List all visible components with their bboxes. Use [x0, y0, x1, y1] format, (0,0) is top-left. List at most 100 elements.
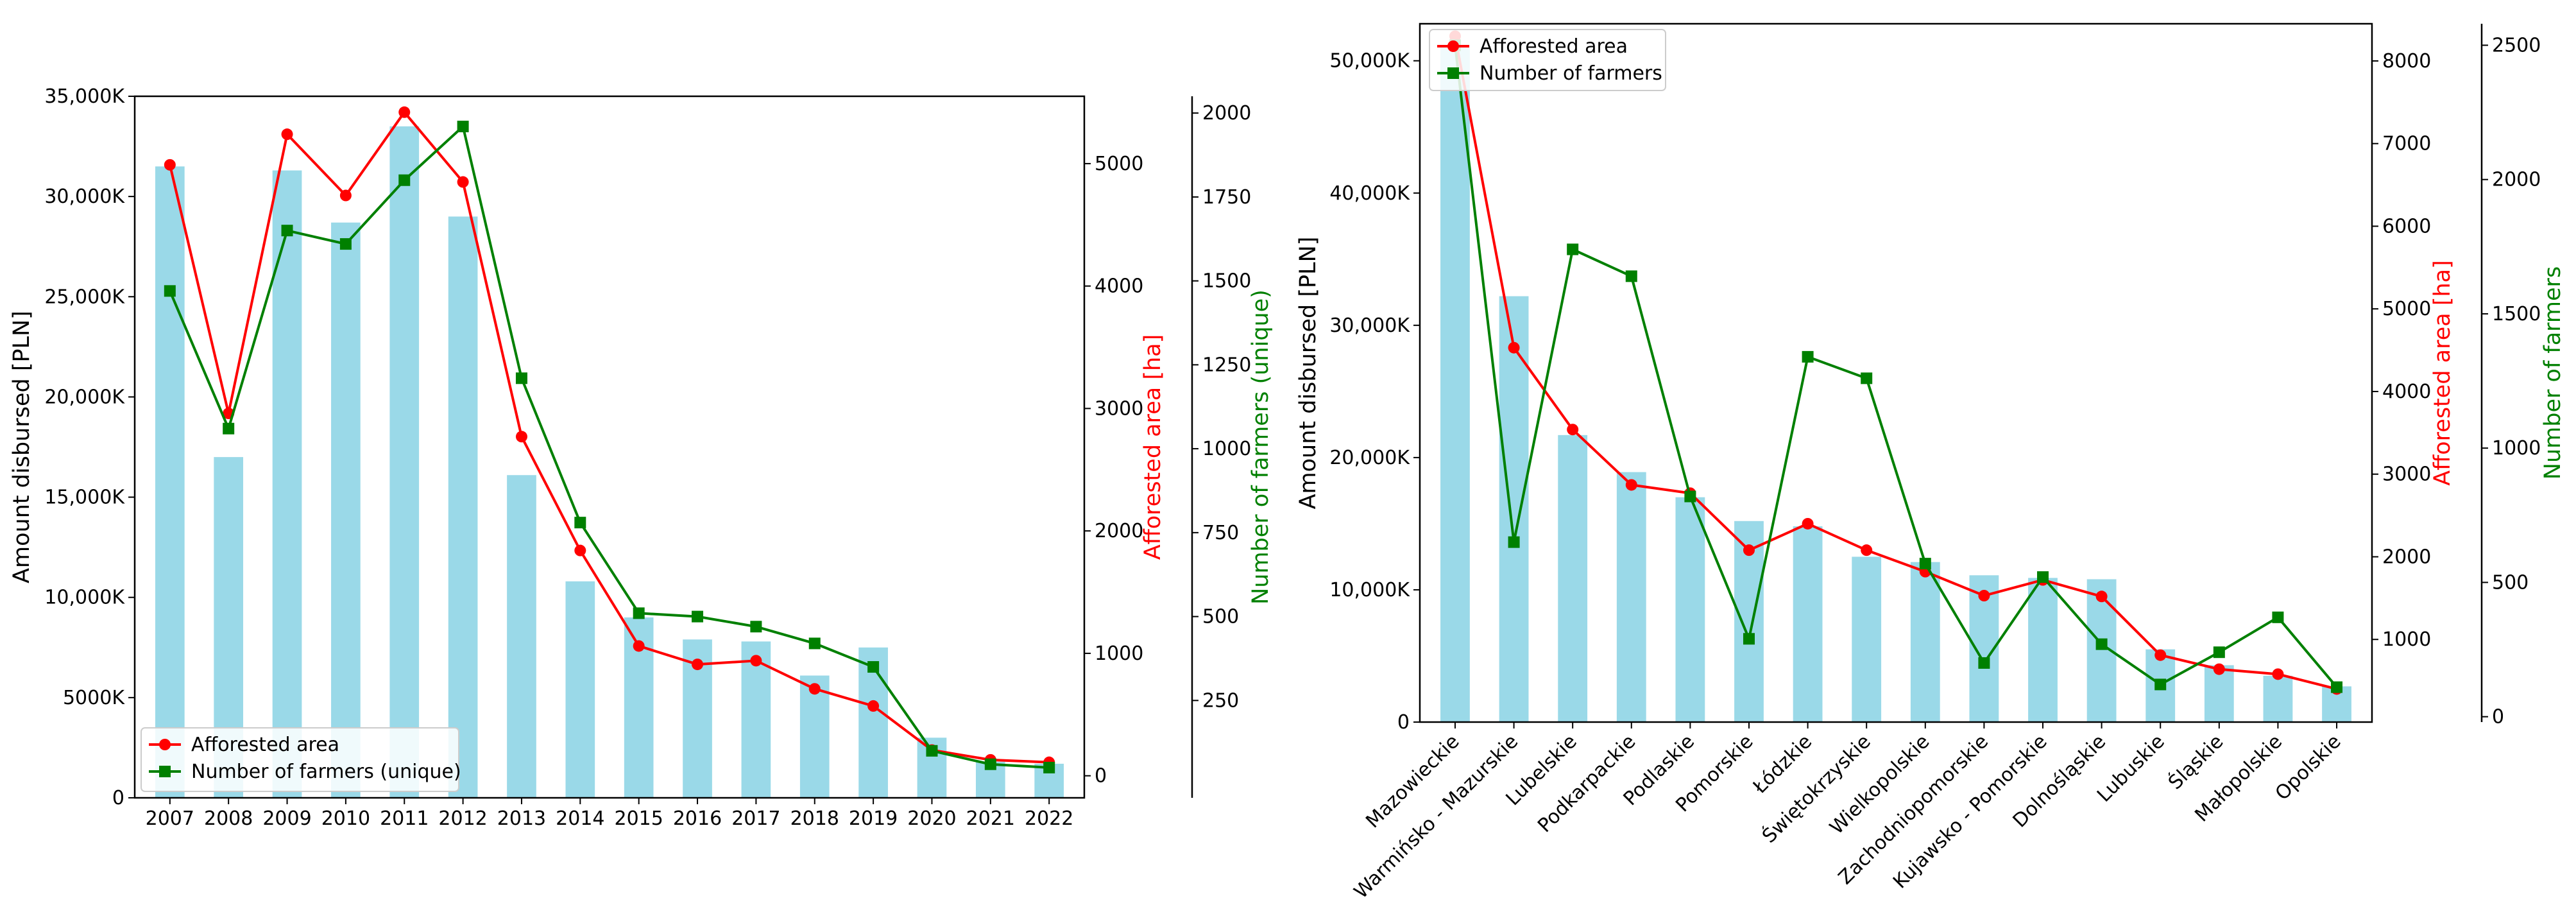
point-afforested-area [339, 189, 352, 202]
y-tick-label: 15,000K [44, 487, 125, 509]
x-tick-label: Opolskie [2271, 730, 2346, 805]
point-afforested-area [1743, 544, 1755, 556]
point-number-of-farmers [1978, 657, 1990, 669]
bar-2010 [331, 222, 361, 798]
point-number-of-farmers [281, 225, 293, 237]
bar-ma-opolskie [2263, 675, 2293, 722]
point-afforested-area [692, 659, 704, 671]
bar-2011 [389, 126, 420, 798]
bar-mazowieckie [1440, 47, 1470, 722]
bar-2017 [741, 641, 771, 798]
y2-tick-label: 2000 [1095, 520, 1143, 542]
point-afforested-area [1508, 341, 1520, 354]
bar-2012 [448, 216, 478, 798]
y-axis-title: Amount disbursed [PLN] [1295, 237, 1321, 510]
point-afforested-area [633, 640, 645, 652]
plot-frame [133, 95, 1086, 799]
x-tick-label: 2009 [262, 807, 311, 830]
point-afforested-area [1861, 544, 1873, 556]
point-afforested-area [398, 106, 411, 118]
y3-tick-label: 500 [2492, 571, 2529, 594]
y3-tick-label: 500 [1202, 606, 1239, 628]
legend-marker [1447, 40, 1459, 52]
y-tick-label: 20,000K [1329, 447, 1410, 469]
point-number-of-farmers [808, 637, 821, 650]
point-number-of-farmers [2272, 611, 2284, 623]
y-tick-label: 10,000K [1329, 579, 1410, 601]
point-number-of-farmers [1802, 350, 1814, 363]
y-tick-label: 0 [1397, 711, 1410, 734]
point-afforested-area [2213, 663, 2225, 675]
point-afforested-area [164, 159, 176, 171]
point-number-of-farmers [1743, 633, 1755, 645]
y3-tick-label: 2000 [1202, 102, 1251, 125]
x-tick-label: 2017 [731, 807, 780, 830]
y3-tick-label: 0 [2492, 706, 2504, 728]
point-number-of-farmers [223, 422, 235, 435]
point-number-of-farmers [574, 517, 586, 529]
y3-tick-label: 1500 [2492, 303, 2541, 325]
x-tick-label: 2019 [849, 807, 898, 830]
y2-tick-label: 4000 [1095, 275, 1143, 298]
point-afforested-area [281, 128, 293, 141]
y2-tick-label: 0 [1095, 765, 1107, 788]
series-line-afforested-area [168, 110, 1050, 764]
x-tick-label: 2014 [556, 807, 604, 830]
bar-warmi-sko-mazurskie [1499, 296, 1529, 722]
y3-tick-label: 250 [1202, 689, 1239, 712]
point-number-of-farmers [1919, 558, 1931, 570]
point-number-of-farmers [1508, 536, 1520, 548]
series-line-number-of-farmers [1453, 45, 2338, 688]
bar-podkarpackie [1616, 472, 1646, 722]
legend-box [1429, 29, 1666, 91]
y2-tick-label: 8000 [2382, 50, 2431, 73]
y-tick-label: 25,000K [44, 286, 125, 308]
y3-tick-label: 1000 [1202, 438, 1251, 460]
legend-label: Number of farmers (unique) [191, 761, 461, 783]
point-number-of-farmers [164, 285, 176, 297]
bar--dzkie [1793, 526, 1823, 722]
y2-tick-label: 7000 [2382, 133, 2431, 155]
y2-tick-label: 1000 [2382, 628, 2431, 651]
point-number-of-farmers [867, 661, 880, 673]
y2-tick-label: 2000 [2382, 546, 2431, 568]
point-afforested-area [1978, 590, 1990, 602]
legend: Afforested area Number of farmers [1429, 29, 1666, 91]
y3-tick-label: 1500 [1202, 270, 1251, 293]
bar-lubelskie [1558, 435, 1588, 722]
point-afforested-area [867, 700, 880, 712]
y2-tick-label: 5000 [1095, 153, 1143, 175]
legend-marker [159, 739, 171, 750]
y2-axis-title: Afforested area [ha] [1140, 334, 1166, 560]
legend-box [141, 727, 459, 792]
chart-1: 0 5000K 10,000K 15,000K 20,000K 25,000K 30,000… [9, 85, 1274, 830]
y2-tick-label: 3000 [2382, 463, 2431, 486]
x-tick-label: 2015 [614, 807, 663, 830]
legend-label: Number of farmers [1480, 62, 1662, 85]
legend-label: Afforested area [191, 734, 339, 756]
point-number-of-farmers [1567, 243, 1579, 255]
point-afforested-area [2154, 649, 2167, 661]
legend: Afforested area Number of farmers (unique… [141, 727, 461, 792]
point-number-of-farmers [1625, 270, 1637, 282]
bar-2014 [565, 581, 595, 798]
x-tick-label: 2008 [204, 807, 253, 830]
y-tick-label: 40,000K [1329, 182, 1410, 205]
y-tick-label: 30,000K [1329, 315, 1410, 337]
point-afforested-area [2272, 668, 2284, 680]
point-afforested-area [515, 431, 527, 443]
point-number-of-farmers [515, 372, 527, 384]
x-tick-label: 2018 [790, 807, 839, 830]
point-afforested-area [808, 683, 821, 695]
x-tick-label: 2022 [1025, 807, 1073, 830]
x-tick-label: 2007 [146, 807, 194, 830]
point-number-of-farmers [1684, 490, 1696, 503]
series-line-afforested-area [1453, 35, 2337, 691]
y3-tick-label: 1750 [1202, 186, 1251, 209]
point-number-of-farmers [692, 610, 704, 623]
y3-tick-label: 2000 [2492, 169, 2541, 191]
y-tick-label: 5000K [63, 687, 125, 709]
y3-tick-label: 1250 [1202, 354, 1251, 376]
point-number-of-farmers [633, 607, 645, 619]
point-number-of-farmers [339, 238, 352, 250]
